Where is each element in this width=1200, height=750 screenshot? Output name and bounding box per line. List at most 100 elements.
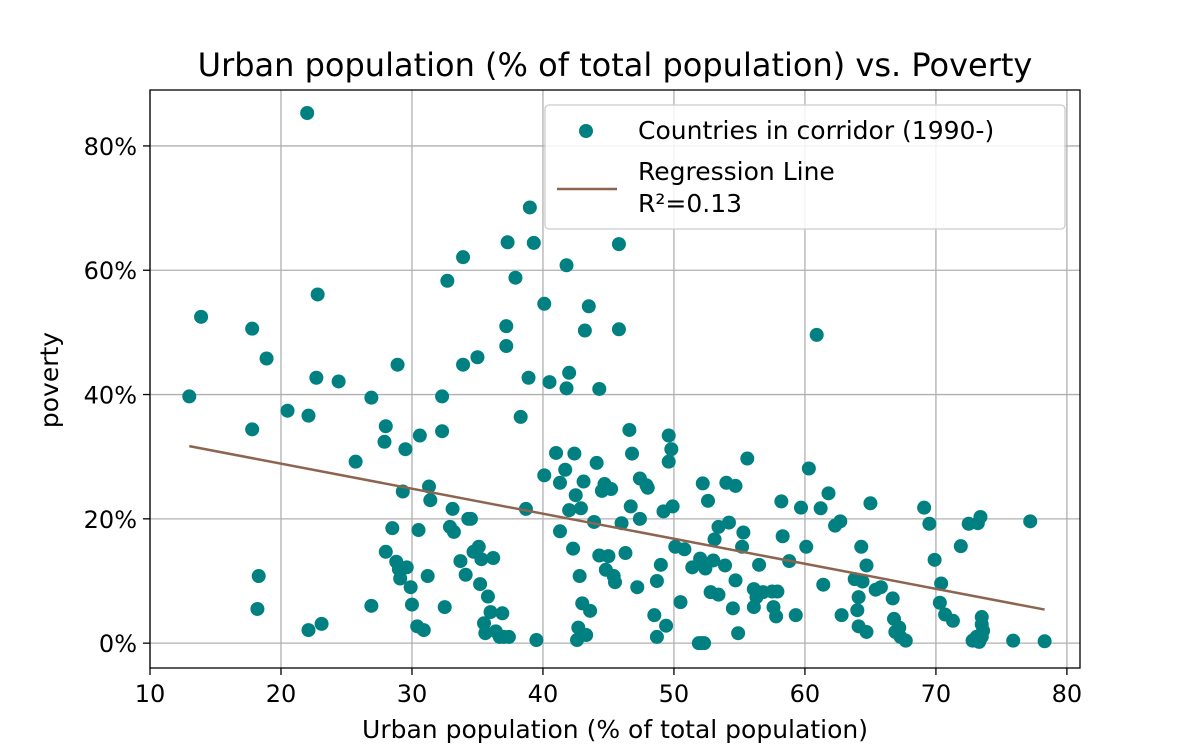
regression-line [189, 444, 1045, 611]
data-point [458, 567, 473, 582]
data-point [583, 603, 598, 618]
data-point [309, 370, 324, 385]
data-point [495, 606, 510, 621]
data-point [625, 446, 640, 461]
data-point [559, 258, 574, 273]
data-point [851, 590, 866, 605]
data-point [385, 521, 400, 536]
data-point [500, 235, 515, 250]
data-point [567, 446, 582, 461]
data-point [513, 409, 528, 424]
data-point [245, 422, 260, 437]
data-point [577, 323, 592, 338]
data-point [446, 524, 461, 539]
x-axis-label: Urban population (% of total population) [362, 715, 868, 744]
data-point [592, 381, 607, 396]
data-point [917, 500, 932, 515]
scatter-points [182, 105, 1052, 651]
data-point [653, 557, 668, 572]
data-point [378, 419, 393, 434]
data-point [834, 608, 849, 623]
data-point [922, 516, 937, 531]
data-point [377, 434, 392, 449]
data-point [859, 558, 874, 573]
data-point [833, 514, 848, 529]
data-point [390, 357, 405, 372]
data-point [854, 539, 869, 554]
data-point [873, 580, 888, 595]
data-point [630, 580, 645, 595]
data-point [537, 296, 552, 311]
data-point [300, 105, 315, 120]
data-point [393, 571, 408, 586]
data-point [398, 442, 413, 457]
data-point [974, 610, 989, 625]
data-point [661, 428, 676, 443]
x-tick-label: 10 [135, 680, 166, 708]
data-point [945, 613, 960, 628]
plot-frame [149, 89, 1081, 669]
data-point [581, 299, 596, 314]
data-point [622, 422, 637, 437]
data-point [348, 454, 363, 469]
legend-regression-label: Regression Line [638, 157, 835, 186]
data-point [736, 525, 751, 540]
data-point [973, 509, 988, 524]
data-point [552, 475, 567, 490]
data-point [364, 598, 379, 613]
data-point [632, 511, 647, 526]
x-tick-label: 70 [921, 680, 952, 708]
data-point [614, 516, 629, 531]
data-point [649, 573, 664, 588]
data-point [721, 515, 736, 530]
data-point [259, 351, 274, 366]
data-point [701, 493, 715, 508]
data-point [673, 595, 688, 610]
data-point [378, 544, 393, 559]
data-point [483, 605, 498, 620]
data-point [695, 476, 710, 491]
data-point [775, 529, 790, 544]
data-point [728, 573, 743, 588]
legend: Countries in corridor (1990-) Regression… [544, 104, 1066, 230]
data-point [769, 609, 784, 624]
legend-scatter-marker [579, 124, 593, 138]
data-point [859, 624, 874, 639]
y-tick-label: 20% [84, 506, 137, 534]
data-point [659, 618, 674, 633]
data-point [251, 569, 266, 584]
data-point [501, 629, 516, 644]
data-point [314, 616, 329, 631]
data-point [718, 558, 733, 573]
data-point [587, 514, 602, 529]
data-point [813, 501, 828, 516]
data-point [437, 600, 452, 615]
x-tick-label: 30 [397, 680, 428, 708]
data-point [647, 608, 662, 623]
data-point [711, 587, 726, 602]
y-tick-label: 40% [84, 382, 137, 410]
data-point [301, 623, 316, 638]
data-point [529, 633, 544, 648]
data-point [411, 523, 426, 538]
data-point [453, 554, 468, 569]
data-point [456, 250, 471, 265]
data-point [1037, 634, 1052, 649]
x-tick-label: 60 [790, 680, 821, 708]
data-point [661, 454, 676, 469]
legend-r2-label: R²=0.13 [638, 189, 742, 218]
data-point [558, 462, 573, 477]
data-point [770, 584, 785, 599]
data-point [522, 200, 537, 215]
data-point [640, 480, 655, 495]
data-point [898, 633, 913, 648]
data-point [404, 597, 419, 612]
data-point [932, 595, 947, 610]
data-point [182, 389, 197, 404]
data-point [470, 350, 485, 365]
y-tick-label: 60% [84, 257, 137, 285]
data-point [774, 494, 789, 509]
data-point [435, 424, 450, 439]
data-point [799, 539, 814, 554]
data-point [697, 636, 712, 651]
